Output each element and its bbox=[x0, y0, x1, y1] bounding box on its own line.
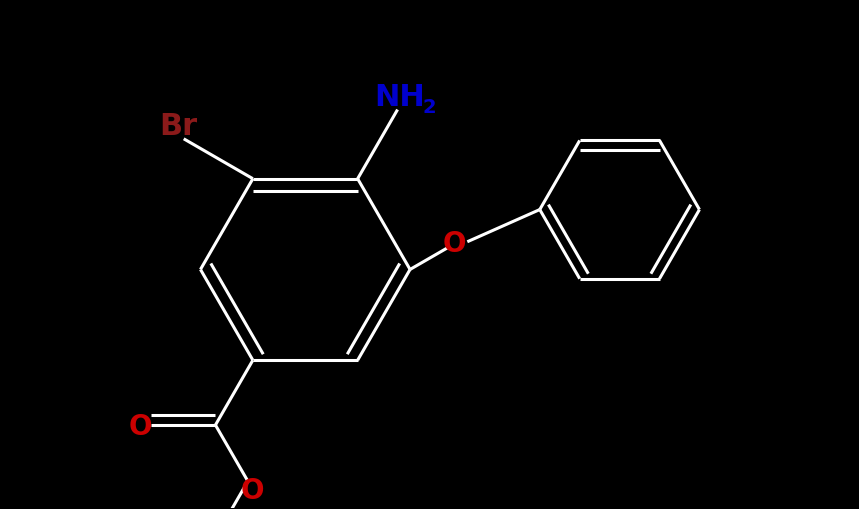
Text: O: O bbox=[129, 413, 152, 441]
Text: NH: NH bbox=[375, 83, 425, 112]
Text: 2: 2 bbox=[423, 98, 436, 117]
Text: O: O bbox=[442, 230, 466, 258]
Text: Br: Br bbox=[160, 112, 198, 142]
Text: O: O bbox=[241, 477, 265, 505]
